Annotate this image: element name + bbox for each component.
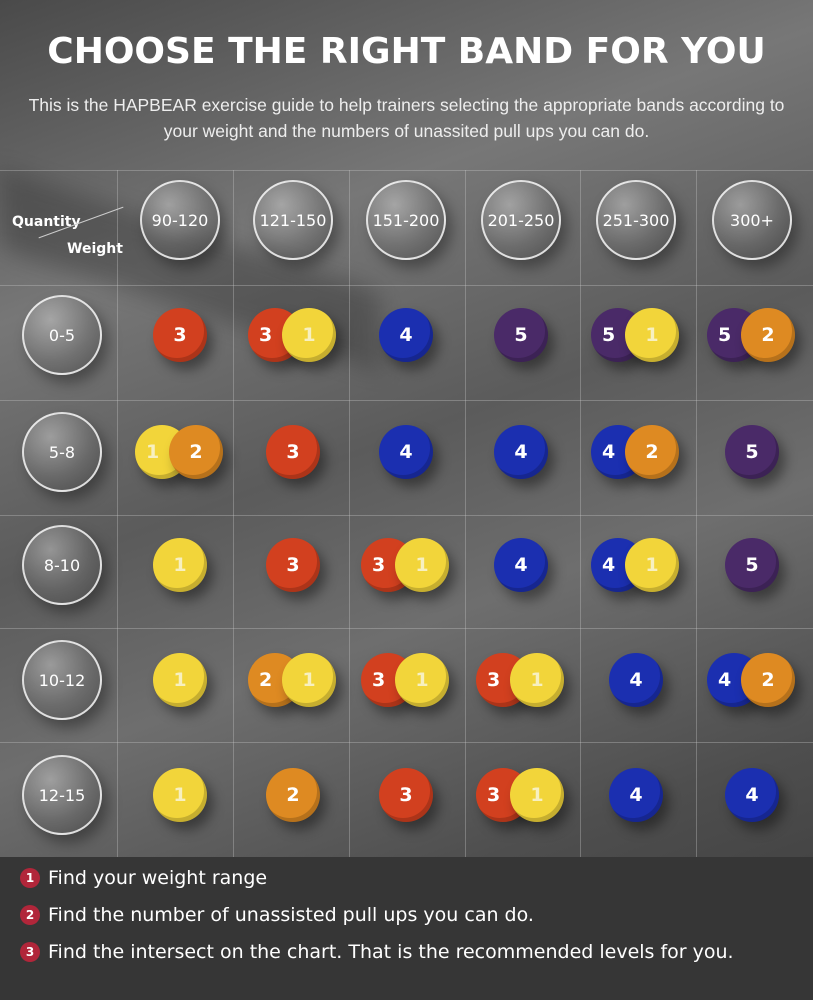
band-disc-2: 2 [169, 425, 223, 479]
band-disc-2: 2 [625, 425, 679, 479]
quantity-header: 5-8 [22, 412, 102, 492]
band-disc-1: 1 [510, 768, 564, 822]
weight-header: 90-120 [140, 180, 220, 260]
band-disc-4: 4 [494, 425, 548, 479]
page-title: CHOOSE THE RIGHT BAND FOR YOU [47, 31, 766, 72]
grid-line [349, 170, 350, 857]
weight-header: 201-250 [481, 180, 561, 260]
step-text: Find the number of unassisted pull ups y… [48, 904, 534, 926]
band-disc-1: 1 [282, 653, 336, 707]
step-text: Find your weight range [48, 867, 268, 889]
grid-line [0, 742, 813, 743]
band-disc-4: 4 [379, 308, 433, 362]
step-text: Find the intersect on the chart. That is… [48, 941, 734, 963]
grid-line [0, 515, 813, 516]
grid-line [233, 170, 234, 857]
grid-line [465, 170, 466, 857]
step-1: 1 Find your weight range [20, 867, 267, 889]
band-disc-1: 1 [153, 538, 207, 592]
band-disc-2: 2 [266, 768, 320, 822]
band-disc-4: 4 [494, 538, 548, 592]
band-disc-4: 4 [725, 768, 779, 822]
grid-line [0, 628, 813, 629]
step-number: 3 [20, 942, 40, 962]
weight-header: 300+ [712, 180, 792, 260]
grid-line [0, 400, 813, 401]
band-disc-1: 1 [625, 538, 679, 592]
band-disc-2: 2 [741, 308, 795, 362]
band-disc-1: 1 [153, 768, 207, 822]
grid-line [117, 170, 118, 857]
band-disc-3: 3 [266, 425, 320, 479]
band-disc-3: 3 [379, 768, 433, 822]
step-number: 2 [20, 905, 40, 925]
band-disc-1: 1 [510, 653, 564, 707]
grid-line [696, 170, 697, 857]
band-disc-4: 4 [609, 768, 663, 822]
band-disc-5: 5 [725, 538, 779, 592]
band-disc-5: 5 [725, 425, 779, 479]
quantity-label: Quantity [12, 214, 81, 230]
quantity-header: 12-15 [22, 755, 102, 835]
band-disc-1: 1 [153, 653, 207, 707]
step-number: 1 [20, 868, 40, 888]
band-disc-1: 1 [395, 538, 449, 592]
grid-line [580, 170, 581, 857]
step-2: 2 Find the number of unassisted pull ups … [20, 904, 534, 926]
step-3: 3 Find the intersect on the chart. That i… [20, 941, 734, 963]
quantity-header: 0-5 [22, 295, 102, 375]
band-disc-1: 1 [282, 308, 336, 362]
grid-line [0, 170, 813, 171]
weight-header: 151-200 [366, 180, 446, 260]
band-disc-4: 4 [379, 425, 433, 479]
quantity-header: 10-12 [22, 640, 102, 720]
band-disc-2: 2 [741, 653, 795, 707]
weight-header: 121-150 [253, 180, 333, 260]
band-disc-1: 1 [395, 653, 449, 707]
band-disc-3: 3 [153, 308, 207, 362]
band-disc-4: 4 [609, 653, 663, 707]
grid-line [0, 285, 813, 286]
weight-label: Weight [67, 241, 123, 257]
band-disc-5: 5 [494, 308, 548, 362]
instructions: 1 Find your weight range 2 Find the number… [0, 857, 813, 1000]
subtitle: This is the HAPBEAR exercise guide to he… [28, 95, 785, 141]
weight-header: 251-300 [596, 180, 676, 260]
band-disc-3: 3 [266, 538, 320, 592]
quantity-header: 8-10 [22, 525, 102, 605]
band-disc-1: 1 [625, 308, 679, 362]
